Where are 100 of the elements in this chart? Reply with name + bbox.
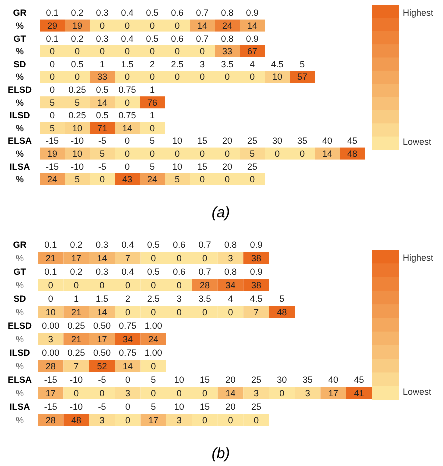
data-label: 0 [224,72,230,82]
data-label: 14 [197,20,208,31]
x-tick-label: -15 [44,402,58,412]
data-label: 17 [72,254,82,264]
x-tick-label: 0.7 [196,8,209,18]
x-tick-label: 0.00 [42,321,60,332]
data-label: 48 [72,416,82,426]
data-label: 0 [151,388,156,399]
x-tick-label: 0.5 [71,59,84,70]
x-tick-label: 0 [124,136,130,146]
data-label: 21 [46,254,56,264]
x-axis-title: GT [14,267,27,278]
data-label: 14 [322,148,333,159]
x-tick-label: 0.5 [147,240,160,250]
x-tick-label: 20 [222,162,233,172]
data-label: 0 [224,148,230,159]
text: Lowest [403,137,432,148]
data-label: 7 [254,308,259,318]
data-label: 5 [74,174,80,185]
y-tick-label: % [16,98,24,108]
x-tick-label: 10 [172,136,183,146]
x-tick-label: 1 [150,84,156,95]
x-tick-label: 25 [247,136,258,146]
x-tick-label: 4.5 [271,59,284,70]
x-tick-label: 0.6 [173,240,186,250]
y-tick-label: % [16,334,24,345]
data-label: 0 [74,388,80,399]
y-tick-label: % [16,280,24,291]
x-tick-label: 0 [125,375,130,386]
x-axis-title: SD [14,294,27,304]
x-tick-label: 15 [200,402,210,412]
x-tick-label: 40 [328,375,339,386]
x-tick-label: 0.8 [224,240,238,250]
data-label: 0 [124,46,130,57]
x-tick-label: 0.8 [224,267,238,278]
text: Highest [403,253,434,264]
data-label: 43 [122,174,133,185]
x-tick-label: 0.8 [221,34,234,44]
x-tick-label: 3.5 [198,294,212,304]
data-label: 14 [97,98,108,108]
x-tick-label: 0.50 [93,348,112,358]
data-label: 38 [251,280,262,291]
x-tick-label: 0.6 [171,8,184,18]
x-tick-label: 0.2 [70,240,83,250]
x-tick-label: 0.25 [68,348,86,358]
data-label: 0 [50,72,56,82]
x-tick-label: 20 [222,136,233,146]
x-tick-label: 0 [50,59,56,70]
x-tick-label: -15 [46,136,60,146]
x-tick-label: -5 [98,402,106,412]
data-label: 17 [97,334,108,345]
x-tick-label: 30 [272,136,283,146]
data-label: 17 [46,388,56,399]
x-tick-label: -5 [98,375,106,386]
y-tick-label: % [16,123,24,134]
data-label: 41 [354,388,364,399]
text: (b) [212,446,230,462]
data-label: 0 [151,254,156,264]
x-tick-label: 0.9 [250,267,263,278]
x-tick-label: 0.50 [93,321,112,332]
x-tick-label: 5 [150,162,156,172]
data-label: 5 [50,98,56,108]
data-label: 0 [202,416,208,426]
data-label: 10 [272,72,283,82]
data-label: 21 [72,334,82,345]
data-label: 21 [72,308,82,318]
x-tick-label: 0.4 [122,240,134,250]
x-tick-label: 4.5 [250,294,263,304]
data-label: 0 [151,308,156,318]
data-label: 0 [300,148,306,159]
data-label: 28 [46,416,56,426]
x-tick-label: 0 [50,84,56,95]
x-tick-label: 0.2 [71,34,84,44]
x-tick-label: 0.25 [68,84,86,95]
data-label: 0 [125,280,130,291]
data-label: 5 [250,148,256,159]
x-tick-label: 5 [300,59,306,70]
x-tick-label: 3 [200,59,206,70]
x-tick-label: 2.5 [171,59,184,70]
x-tick-label: -10 [70,136,84,146]
x-tick-label: -10 [70,402,84,412]
y-tick-label: % [16,308,24,318]
x-axis-title: ILSA [10,162,31,172]
data-label: 0 [202,388,208,399]
x-axis-title: ELSD [8,321,32,332]
y-tick-label: % [16,254,24,264]
data-label: 5 [74,98,80,108]
data-label: 17 [328,388,339,399]
x-tick-label: 0.2 [71,8,84,18]
data-label: 0 [200,148,206,159]
data-label: 0 [124,98,130,108]
x-tick-label: 0.1 [44,267,58,278]
x-tick-label: 45 [354,375,364,386]
data-label: 0 [124,20,130,31]
data-label: 24 [222,20,233,31]
text: Highest [403,8,434,18]
data-label: 24 [147,174,158,185]
x-tick-label: 35 [297,136,308,146]
data-label: 10 [46,308,56,318]
x-tick-label: 0.4 [121,8,134,18]
